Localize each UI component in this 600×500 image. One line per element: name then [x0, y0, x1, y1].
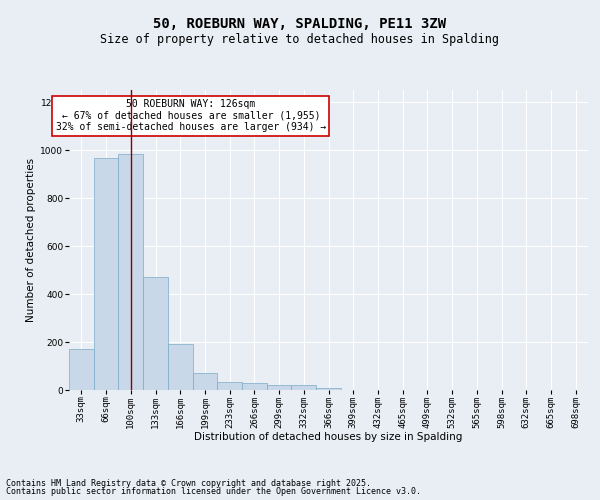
Y-axis label: Number of detached properties: Number of detached properties — [26, 158, 36, 322]
Bar — [168, 344, 193, 390]
Bar — [193, 373, 217, 390]
Bar — [143, 277, 168, 390]
Bar — [242, 383, 267, 390]
Bar — [217, 382, 242, 390]
X-axis label: Distribution of detached houses by size in Spalding: Distribution of detached houses by size … — [194, 432, 463, 442]
Text: Size of property relative to detached houses in Spalding: Size of property relative to detached ho… — [101, 32, 499, 46]
Text: 50, ROEBURN WAY, SPALDING, PE11 3ZW: 50, ROEBURN WAY, SPALDING, PE11 3ZW — [154, 18, 446, 32]
Bar — [94, 158, 118, 390]
Bar — [292, 385, 316, 390]
Bar — [69, 349, 94, 390]
Text: 50 ROEBURN WAY: 126sqm
← 67% of detached houses are smaller (1,955)
32% of semi-: 50 ROEBURN WAY: 126sqm ← 67% of detached… — [56, 99, 326, 132]
Text: Contains HM Land Registry data © Crown copyright and database right 2025.: Contains HM Land Registry data © Crown c… — [6, 478, 371, 488]
Text: Contains public sector information licensed under the Open Government Licence v3: Contains public sector information licen… — [6, 487, 421, 496]
Bar — [316, 388, 341, 390]
Bar — [118, 154, 143, 390]
Bar — [267, 385, 292, 390]
